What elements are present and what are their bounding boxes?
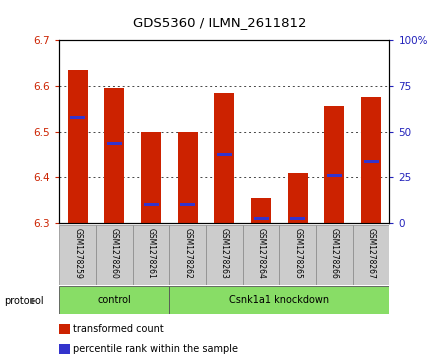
Text: transformed count: transformed count (73, 324, 164, 334)
Bar (214, 93, 235, 223)
Bar (279, 225, 316, 285)
Text: GDS5360 / ILMN_2611812: GDS5360 / ILMN_2611812 (133, 16, 307, 29)
Text: GSM1278262: GSM1278262 (183, 228, 192, 279)
Bar (141, 132, 161, 223)
Bar (68, 70, 88, 223)
Bar (363, 160, 379, 163)
Text: ▶: ▶ (30, 296, 36, 305)
Text: GSM1278267: GSM1278267 (367, 228, 376, 279)
Bar (59, 286, 169, 314)
Bar (288, 173, 308, 223)
Text: control: control (98, 295, 131, 305)
Bar (169, 286, 389, 314)
Text: GSM1278260: GSM1278260 (110, 228, 119, 279)
Bar (251, 198, 271, 223)
Bar (361, 97, 381, 223)
Bar (290, 217, 305, 220)
Bar (243, 225, 279, 285)
Bar (253, 217, 269, 220)
Bar (327, 174, 342, 176)
Text: GSM1278264: GSM1278264 (257, 228, 266, 279)
Bar (70, 117, 85, 119)
Bar (180, 203, 195, 207)
Bar (59, 225, 96, 285)
Text: Csnk1a1 knockdown: Csnk1a1 knockdown (229, 295, 330, 305)
Bar (217, 153, 232, 156)
Bar (316, 225, 353, 285)
Text: protocol: protocol (4, 295, 44, 306)
Bar (169, 225, 206, 285)
Bar (104, 88, 125, 223)
Bar (107, 142, 122, 144)
Bar (324, 106, 345, 223)
Bar (178, 132, 198, 223)
Text: GSM1278259: GSM1278259 (73, 228, 82, 279)
Bar (133, 225, 169, 285)
Text: GSM1278261: GSM1278261 (147, 228, 156, 279)
Text: GSM1278265: GSM1278265 (293, 228, 302, 279)
Text: GSM1278266: GSM1278266 (330, 228, 339, 279)
Text: GSM1278263: GSM1278263 (220, 228, 229, 279)
Bar (206, 225, 243, 285)
Bar (96, 225, 133, 285)
Bar (143, 203, 159, 207)
Text: percentile rank within the sample: percentile rank within the sample (73, 344, 238, 354)
Bar (353, 225, 389, 285)
